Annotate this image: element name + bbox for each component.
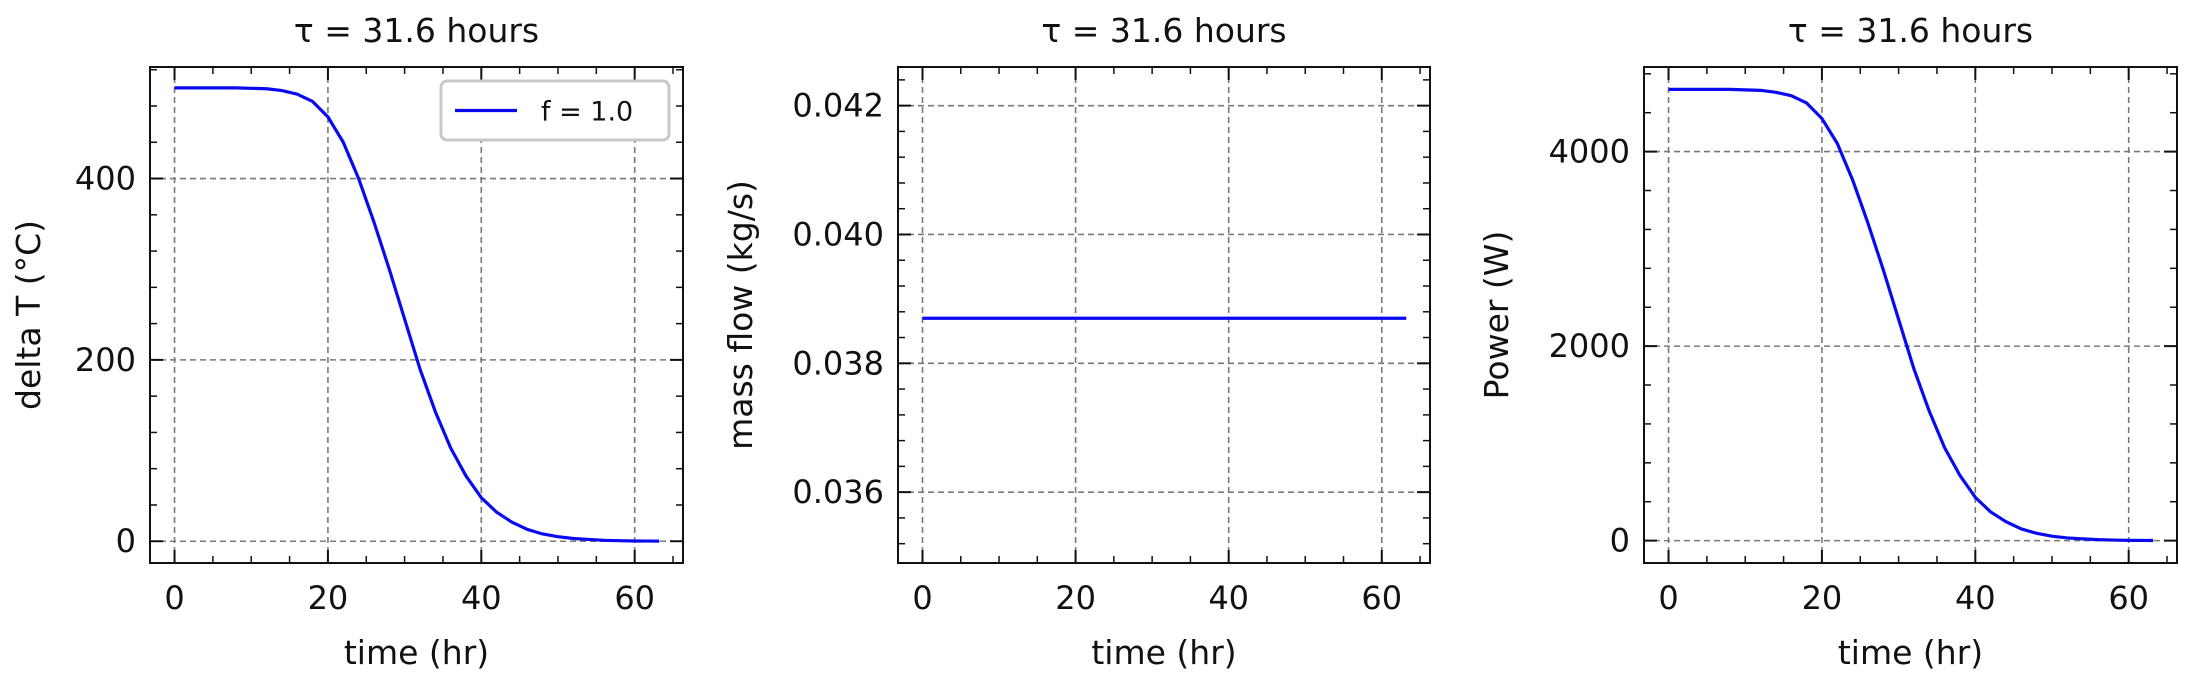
y-tick-label: 400: [75, 160, 136, 198]
legend: f = 1.0: [439, 79, 671, 142]
x-tick-label: 20: [1055, 579, 1096, 617]
x-tick-label: 40: [1955, 579, 1996, 617]
x-axis-label: time (hr): [1091, 633, 1236, 672]
y-tick-label: 0.040: [792, 215, 884, 253]
x-axis-label: time (hr): [344, 633, 489, 672]
y-tick-label: 0: [1610, 522, 1630, 560]
x-tick-label: 40: [1208, 579, 1249, 617]
chart-title: τ = 31.6 hours: [1788, 11, 2033, 50]
series-line: [1668, 87, 2154, 543]
y-tick-label: 2000: [1549, 327, 1630, 365]
chart-title: τ = 31.6 hours: [1041, 11, 1286, 50]
chart-title: τ = 31.6 hours: [294, 11, 539, 50]
series-line: [174, 86, 660, 543]
x-axis-label: time (hr): [1838, 633, 1983, 672]
y-tick-label: 0.042: [792, 87, 884, 125]
x-tick-label: 0: [164, 579, 184, 617]
plot-frame: [897, 66, 1431, 564]
y-tick-label: 0: [116, 522, 136, 560]
y-tick-label: 200: [75, 341, 136, 379]
plot-frame: [149, 66, 684, 564]
x-tick-label: 0: [1658, 579, 1678, 617]
chart-panel-2: 0 20 40 60 0.036 0.038 0.040 0.042 τ = 31.6 hour…: [721, 11, 1431, 672]
x-tick-label: 0: [912, 579, 932, 617]
y-tick-label: 0.036: [792, 473, 884, 511]
y-axis-label: Power (W): [1477, 231, 1516, 400]
x-tick-label: 60: [1361, 579, 1402, 617]
x-tick-label: 60: [614, 579, 655, 617]
legend-label: f = 1.0: [541, 97, 633, 128]
x-tick-label: 20: [308, 579, 349, 617]
x-tick-label: 20: [1802, 579, 1843, 617]
y-axis-label: mass flow (kg/s): [721, 180, 760, 450]
x-tick-label: 40: [461, 579, 502, 617]
y-axis-label: delta T (°C): [9, 220, 48, 410]
y-tick-label: 4000: [1549, 133, 1630, 171]
chart-panel-3: 0 20 40 60 0 2000 4000 τ = 31.6 hours time (hr) P…: [1477, 11, 2178, 672]
x-tick-label: 60: [2108, 579, 2149, 617]
plot-frame: [1643, 66, 2178, 564]
chart-panel-1: 0 20 40 60 0 200 400 τ = 31.6 hours time (hr) del…: [9, 11, 684, 672]
legend-box: [439, 79, 671, 142]
y-tick-label: 0.038: [792, 344, 884, 382]
